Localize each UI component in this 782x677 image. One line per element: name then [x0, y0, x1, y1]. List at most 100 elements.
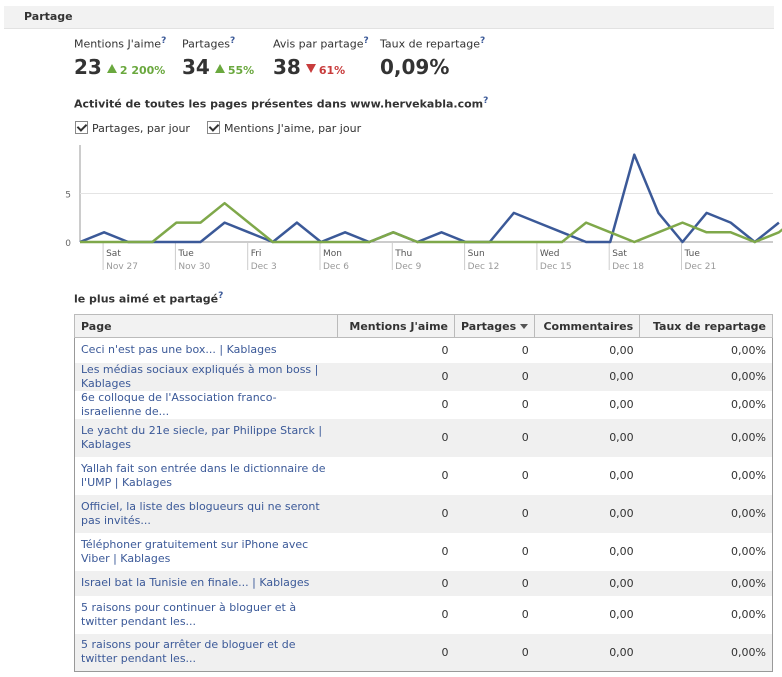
section-title: Partage: [24, 10, 73, 23]
likes-cell: 0: [441, 545, 449, 558]
table-title-text: le plus aimé et partagé: [74, 292, 219, 306]
rate-cell: 0,00%: [639, 494, 773, 533]
page-cell: Le yacht du 21e siecle, par Philippe Sta…: [74, 418, 338, 457]
checkbox-icon[interactable]: [207, 121, 220, 134]
x-tick-day: Sat: [106, 249, 121, 259]
comments-cell: 0,00: [609, 545, 634, 558]
likes-cell: 0: [441, 469, 449, 482]
x-tick-day: Tue: [684, 249, 701, 259]
page-link[interactable]: Le yacht du 21e siecle, par Philippe Sta…: [81, 423, 323, 451]
rate-cell: 0,00%: [639, 362, 773, 391]
rate-cell: 0,00%: [731, 398, 766, 411]
col-shares-label: Partages: [461, 319, 517, 333]
shares-cell: 0: [454, 362, 535, 391]
likes-cell: 0: [441, 343, 449, 357]
help-icon[interactable]: ?: [483, 96, 489, 106]
table-row: 6e colloque de l'Association franco-isra…: [75, 391, 773, 419]
likes-cell: 0: [441, 608, 449, 621]
comments-cell: 0,00: [609, 469, 634, 482]
metric-label: Mentions J'aime: [74, 37, 162, 51]
page-cell: 5 raisons pour arrêter de bloguer et de …: [74, 633, 338, 672]
page-link[interactable]: Téléphoner gratuitement sur iPhone avec …: [81, 537, 309, 565]
metric-value: 23: [74, 54, 102, 79]
col-likes[interactable]: Mentions J'aime: [337, 314, 455, 338]
x-tick-date: Dec 3: [251, 262, 277, 272]
page-link[interactable]: Les médias sociaux expliqués à mon boss …: [81, 362, 319, 390]
metric-value: 38: [273, 54, 301, 79]
y-tick-label: 5: [65, 191, 71, 201]
likes-cell: 0: [337, 570, 455, 596]
rate-cell: 0,00%: [639, 633, 773, 672]
pages-table: Page Mentions J'aime Partages Commentair…: [74, 314, 773, 672]
page-link[interactable]: Ceci n'est pas une box... | Kablages: [81, 343, 277, 357]
shares-cell: 0: [521, 545, 529, 558]
page-cell: Les médias sociaux expliqués à mon boss …: [74, 362, 338, 391]
shares-cell: 0: [521, 469, 529, 482]
table-row: Les médias sociaux expliqués à mon boss …: [74, 362, 773, 391]
metric-reshare-rate: Taux de repartage? 0,09%: [380, 36, 485, 79]
col-rate[interactable]: Taux de repartage: [639, 314, 773, 338]
x-tick-date: Nov 27: [106, 262, 138, 272]
table-row: 5 raisons pour arrêter de bloguer et de …: [74, 633, 773, 672]
page-link[interactable]: Yallah fait son entrée dans le dictionna…: [81, 461, 326, 489]
metric-change: 2 200%: [119, 63, 166, 77]
comments-cell: 0,00: [534, 494, 640, 533]
page-cell: Officiel, la liste des blogueurs qui ne …: [74, 494, 338, 533]
help-icon[interactable]: ?: [161, 36, 167, 46]
help-icon[interactable]: ?: [218, 291, 224, 301]
table-row: Ceci n'est pas une box... | Kablages 0 0 0,…: [75, 338, 773, 363]
likes-cell: 0: [441, 398, 449, 411]
arrow-up-icon: [106, 63, 117, 73]
shares-cell: 0: [454, 633, 535, 672]
shares-cell: 0: [454, 570, 535, 596]
col-shares[interactable]: Partages: [453, 314, 536, 338]
page-cell: 6e colloque de l'Association franco-isra…: [75, 391, 338, 419]
metric-value: 0,09%: [380, 54, 450, 79]
legend-likes[interactable]: Mentions J'aime, par jour: [207, 121, 361, 135]
page-cell: Ceci n'est pas une box... | Kablages: [75, 338, 338, 363]
likes-cell: 0: [337, 418, 455, 457]
sort-down-icon: [520, 323, 529, 329]
x-tick-day: Wed: [540, 249, 560, 259]
shares-cell: 0: [521, 343, 529, 357]
shares-cell: 0: [521, 398, 529, 411]
help-icon[interactable]: ?: [363, 36, 369, 46]
page-link[interactable]: 5 raisons pour arrêter de bloguer et de …: [81, 638, 296, 666]
arrow-up-icon: [214, 63, 225, 73]
metric-label: Partages: [182, 37, 230, 51]
page-link[interactable]: Officiel, la liste des blogueurs qui ne …: [81, 499, 320, 527]
table-row: Téléphoner gratuitement sur iPhone avec …: [75, 533, 773, 571]
likes-cell: 0: [337, 494, 455, 533]
series-line-1: [80, 201, 782, 244]
metric-label: Taux de repartage: [380, 37, 480, 51]
x-tick-day: Mon: [323, 249, 342, 259]
comments-cell: 0,00: [609, 608, 634, 621]
page-cell: Israel bat la Tunisie en finale... | Kab…: [74, 570, 338, 596]
rate-cell: 0,00%: [731, 608, 766, 621]
comments-cell: 0,00: [609, 343, 634, 357]
page-link[interactable]: 5 raisons pour continuer à bloguer et à …: [81, 600, 297, 628]
rate-cell: 0,00%: [731, 545, 766, 558]
table-row: Israel bat la Tunisie en finale... | Kab…: [74, 570, 773, 596]
likes-cell: 0: [337, 633, 455, 672]
metric-label: Avis par partage: [273, 37, 364, 51]
chart-title: Activité de toutes les pages présentes d…: [74, 96, 488, 111]
legend-shares[interactable]: Partages, par jour: [75, 121, 190, 135]
rate-cell: 0,00%: [731, 343, 766, 357]
legend-label: Mentions J'aime, par jour: [224, 122, 362, 135]
help-icon[interactable]: ?: [229, 36, 236, 46]
arrow-down-icon: [305, 63, 316, 73]
col-comments[interactable]: Commentaires: [534, 314, 641, 338]
help-icon[interactable]: ?: [479, 36, 486, 46]
page-cell: 5 raisons pour continuer à bloguer et à …: [75, 596, 338, 634]
rate-cell: 0,00%: [639, 570, 773, 596]
comments-cell: 0,00: [534, 570, 640, 596]
page-link[interactable]: Israel bat la Tunisie en finale... | Kab…: [81, 576, 310, 589]
comments-cell: 0,00: [534, 362, 640, 391]
metric-value: 34: [182, 54, 210, 79]
checkbox-icon[interactable]: [75, 121, 88, 134]
rate-cell: 0,00%: [639, 418, 773, 457]
page-link[interactable]: 6e colloque de l'Association franco-isra…: [81, 390, 277, 418]
col-page[interactable]: Page: [74, 314, 338, 338]
table-title: le plus aimé et partagé?: [74, 291, 223, 306]
